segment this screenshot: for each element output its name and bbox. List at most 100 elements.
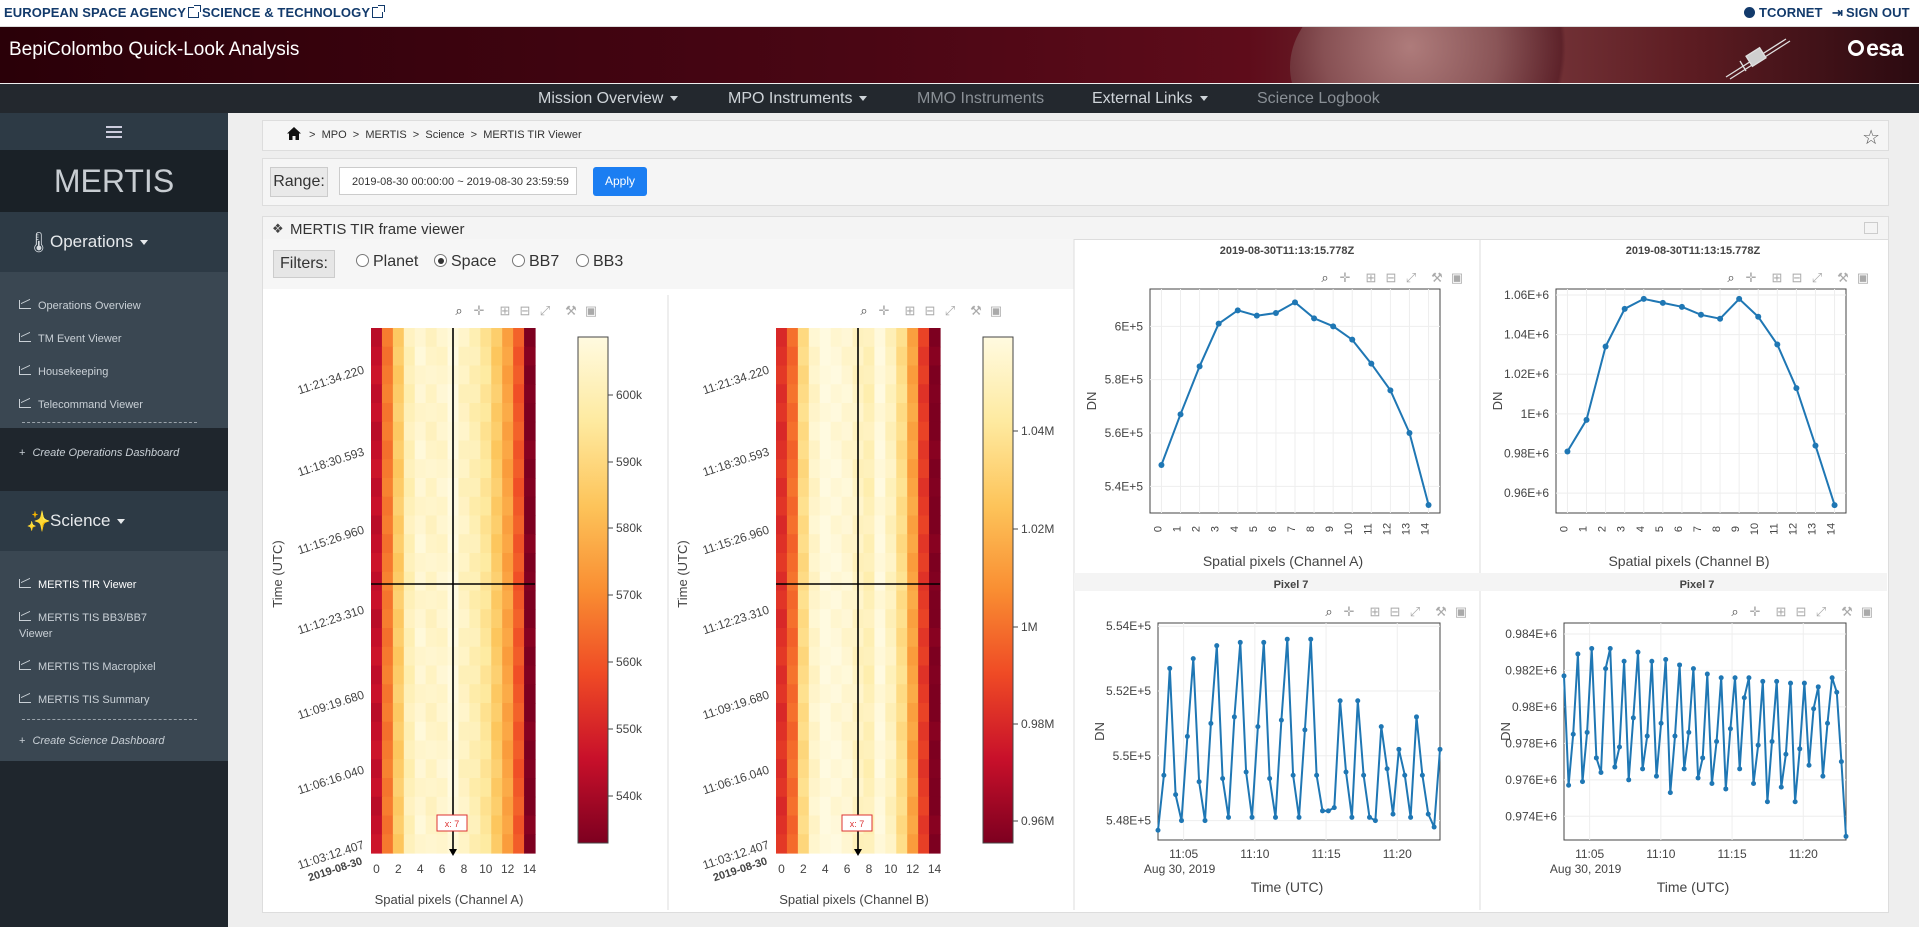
sidebar-item-operations-overview[interactable]: Operations Overview [19,300,141,312]
zoom-out-icon[interactable]: ⊟ [520,303,531,318]
heatmap-cell [841,571,854,592]
autoscale-icon[interactable]: ⤢ [1410,604,1420,619]
sidebar-item-mertis-tis-summary[interactable]: MERTIS TIS Summary [19,694,149,706]
sidebar-item-mertis-tis-bb3-bb7-cont[interactable]: Viewer [19,628,52,640]
esa-link[interactable]: EUROPEAN SPACE AGENCY [4,5,201,20]
sidebar-item-mertis-tir-viewer[interactable]: MERTIS TIR Viewer [19,579,136,591]
heatmap-cell [392,703,405,723]
wrench-icon[interactable]: ⚒ [1837,270,1849,285]
pan-icon[interactable]: ✛ [879,303,890,318]
heatmap-cell [786,515,799,535]
sidebar-item-mertis-tis-bb3-bb7[interactable]: MERTIS TIS BB3/BB7 [19,612,147,624]
filter-planet-radio[interactable]: Planet [356,253,418,271]
autoscale-icon[interactable]: ⤢ [945,303,955,318]
sidebar-toggle[interactable] [0,113,228,150]
wrench-icon[interactable]: ⚒ [565,303,577,318]
date-range-input[interactable]: 2019-08-30 00:00:00 ~ 2019-08-30 23:59:5… [339,167,577,195]
create-operations-dashboard[interactable]: + Create Operations Dashboard [19,447,179,459]
save-icon[interactable]: ▣ [990,303,1002,318]
heatmap-cell [414,665,427,685]
wrench-icon[interactable]: ⚒ [1841,604,1853,619]
zoom-in-icon[interactable]: ⊞ [1772,270,1783,285]
wrench-icon[interactable]: ⚒ [970,303,982,318]
sidebar-item-tm-event-viewer[interactable]: TM Event Viewer [19,333,122,345]
sidebar-section-science[interactable]: ✨ Science [0,491,228,551]
pan-icon[interactable]: ✛ [1340,270,1351,285]
filter-bb3-radio[interactable]: BB3 [576,253,623,271]
home-icon[interactable] [287,127,301,140]
autoscale-icon[interactable]: ⤢ [540,303,550,318]
science-tech-link[interactable]: SCIENCE & TECHNOLOGY [202,5,386,20]
zoom-icon[interactable]: ⌕ [1727,270,1734,285]
zoom-in-icon[interactable]: ⊞ [500,303,511,318]
data-point [1437,746,1443,752]
breadcrumb-science[interactable]: Science [425,129,465,141]
nav-mmo-instruments[interactable]: MMO Instruments [917,90,1044,108]
save-icon[interactable]: ▣ [585,303,597,318]
breadcrumb-mertis[interactable]: MERTIS [365,129,407,141]
sidebar-item-telecommand-viewer[interactable]: Telecommand Viewer [19,399,143,411]
zoom-icon[interactable]: ⌕ [455,303,462,318]
autoscale-icon[interactable]: ⤢ [1816,604,1826,619]
heatmap-cell [776,628,788,648]
save-icon[interactable]: ▣ [1451,270,1463,285]
pan-icon[interactable]: ✛ [1344,604,1355,619]
zoom-out-icon[interactable]: ⊟ [1796,604,1807,619]
zoom-icon[interactable]: ⌕ [1321,270,1328,285]
zoom-icon[interactable]: ⌕ [1325,604,1332,619]
zoom-out-icon[interactable]: ⊟ [1386,270,1397,285]
heatmap-cell [819,740,832,760]
zoom-in-icon[interactable]: ⊞ [905,303,916,318]
save-icon[interactable]: ▣ [1861,604,1873,619]
nav-mpo-instruments[interactable]: MPO Instruments [728,90,868,108]
favorite-star-icon[interactable]: ☆ [1862,127,1880,149]
nav-science-logbook[interactable]: Science Logbook [1257,90,1380,108]
pan-icon[interactable]: ✛ [1750,604,1761,619]
heatmap-cell [403,403,416,423]
heatmap-cell [896,703,908,723]
create-science-dashboard[interactable]: + Create Science Dashboard [19,735,165,747]
y-axis-title: DN [1490,392,1505,411]
zoom-out-icon[interactable]: ⊟ [1390,604,1401,619]
zoom-in-icon[interactable]: ⊞ [1776,604,1787,619]
data-point [1736,295,1743,302]
save-icon[interactable]: ▣ [1455,604,1467,619]
data-point [1425,811,1431,817]
zoom-icon[interactable]: ⌕ [1731,604,1738,619]
wrench-icon[interactable]: ⚒ [1431,270,1443,285]
user-menu[interactable]: TCORNET [1744,5,1823,20]
heatmap-cell [896,571,908,592]
breadcrumb-mpo[interactable]: MPO [321,129,347,141]
heatmap-cell [819,834,832,854]
filter-space-radio[interactable]: Space [434,253,496,271]
data-point [1384,766,1390,772]
apply-button[interactable]: Apply [593,167,647,196]
wrench-icon[interactable]: ⚒ [1435,604,1447,619]
pan-icon[interactable]: ✛ [1746,270,1757,285]
filter-bb7-radio[interactable]: BB7 [512,253,559,271]
heatmap-cell [885,553,897,573]
heatmap-cell [907,553,919,573]
pan-icon[interactable]: ✛ [474,303,485,318]
heatmap-cell [918,759,930,779]
nav-mission-overview[interactable]: Mission Overview [538,90,679,108]
heatmap-cell [436,496,449,517]
autoscale-icon[interactable]: ⤢ [1812,270,1822,285]
sidebar-item-mertis-tis-macropixel[interactable]: MERTIS TIS Macropixel [19,661,156,673]
crosshair-arrow-icon [449,849,457,856]
sidebar-item-housekeeping[interactable]: Housekeeping [19,366,108,378]
save-icon[interactable]: ▣ [1857,270,1869,285]
autoscale-icon[interactable]: ⤢ [1406,270,1416,285]
zoom-in-icon[interactable]: ⊞ [1366,270,1377,285]
maximize-icon[interactable] [1864,222,1878,234]
heatmap-cell [436,665,449,685]
sign-out-link[interactable]: ⇥ SIGN OUT [1832,5,1910,21]
heatmap-cell [907,665,919,685]
sidebar-section-operations[interactable]: 🌡 Operations [0,212,228,272]
nav-external-links[interactable]: External Links [1092,90,1208,108]
zoom-icon[interactable]: ⌕ [860,303,867,318]
zoom-out-icon[interactable]: ⊟ [925,303,936,318]
zoom-in-icon[interactable]: ⊞ [1370,604,1381,619]
heatmap-cell [896,834,908,854]
zoom-out-icon[interactable]: ⊟ [1792,270,1803,285]
